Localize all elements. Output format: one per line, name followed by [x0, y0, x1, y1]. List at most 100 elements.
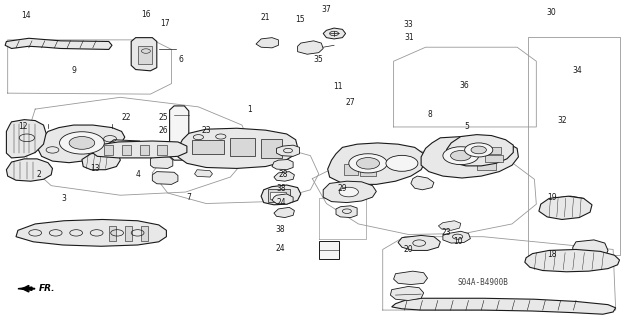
Polygon shape	[16, 219, 166, 246]
Polygon shape	[261, 185, 301, 205]
Text: 29: 29	[337, 184, 348, 193]
Polygon shape	[82, 152, 120, 170]
Polygon shape	[6, 159, 52, 181]
Text: 21: 21	[261, 13, 270, 22]
Polygon shape	[122, 145, 131, 155]
Polygon shape	[298, 41, 323, 54]
Polygon shape	[390, 286, 424, 300]
Polygon shape	[256, 38, 278, 48]
Polygon shape	[545, 196, 588, 214]
Text: 4: 4	[135, 170, 140, 179]
Text: 20: 20	[403, 245, 413, 254]
Polygon shape	[477, 157, 496, 170]
Text: 25: 25	[158, 113, 168, 122]
Text: 16: 16	[141, 10, 151, 19]
Text: 11: 11	[333, 82, 342, 91]
Circle shape	[471, 146, 486, 154]
Polygon shape	[131, 38, 157, 71]
Polygon shape	[323, 181, 376, 203]
Polygon shape	[573, 240, 608, 261]
Polygon shape	[38, 125, 125, 163]
Polygon shape	[192, 140, 224, 154]
Polygon shape	[261, 139, 282, 158]
Text: 14: 14	[20, 11, 31, 20]
Polygon shape	[394, 271, 428, 285]
Text: 13: 13	[90, 164, 100, 173]
Polygon shape	[268, 189, 290, 202]
Text: 8: 8	[428, 110, 433, 119]
Polygon shape	[323, 28, 346, 39]
Polygon shape	[360, 163, 376, 176]
Text: 5: 5	[465, 122, 470, 130]
Polygon shape	[477, 144, 495, 156]
Text: 28: 28	[278, 170, 287, 179]
Polygon shape	[6, 120, 46, 158]
Polygon shape	[91, 141, 187, 158]
Polygon shape	[485, 147, 501, 154]
Polygon shape	[319, 241, 339, 259]
Text: 32: 32	[557, 116, 567, 125]
Polygon shape	[398, 235, 440, 250]
Polygon shape	[125, 226, 132, 241]
Circle shape	[386, 155, 418, 171]
Polygon shape	[392, 298, 616, 314]
Text: 24: 24	[275, 244, 285, 253]
Text: 9: 9	[71, 66, 76, 75]
Text: 33: 33	[403, 20, 413, 29]
Text: 23: 23	[442, 228, 452, 237]
Text: 1: 1	[247, 105, 252, 114]
Text: 24: 24	[276, 198, 287, 207]
Polygon shape	[178, 128, 298, 168]
Text: 17: 17	[160, 19, 170, 28]
Polygon shape	[274, 172, 294, 181]
Polygon shape	[274, 207, 294, 218]
Polygon shape	[411, 176, 434, 190]
Circle shape	[339, 187, 358, 197]
Polygon shape	[109, 226, 116, 241]
Text: 3: 3	[61, 194, 67, 203]
Text: 38: 38	[276, 184, 287, 193]
Text: 2: 2	[36, 170, 41, 179]
Polygon shape	[438, 221, 461, 230]
Circle shape	[60, 132, 104, 154]
Polygon shape	[230, 138, 255, 156]
Polygon shape	[5, 38, 112, 49]
Polygon shape	[525, 249, 620, 272]
Polygon shape	[336, 206, 357, 218]
Polygon shape	[140, 145, 149, 155]
Circle shape	[349, 154, 387, 173]
Polygon shape	[270, 192, 286, 199]
Text: 35: 35	[314, 55, 324, 63]
Circle shape	[451, 151, 471, 161]
Text: 19: 19	[547, 193, 557, 202]
Polygon shape	[18, 287, 32, 290]
Text: 38: 38	[275, 225, 285, 234]
Text: 7: 7	[186, 193, 191, 202]
Circle shape	[465, 143, 493, 157]
Polygon shape	[109, 140, 146, 157]
Circle shape	[443, 147, 479, 165]
Text: 27: 27	[346, 98, 356, 107]
Circle shape	[356, 158, 380, 169]
Polygon shape	[539, 196, 592, 219]
Text: FR.: FR.	[38, 284, 55, 293]
Text: 12: 12	[19, 122, 28, 131]
Polygon shape	[104, 145, 113, 155]
Text: 30: 30	[547, 8, 557, 17]
Text: 26: 26	[158, 126, 168, 135]
Polygon shape	[485, 155, 503, 162]
Text: 31: 31	[404, 33, 415, 42]
Circle shape	[69, 137, 95, 149]
Polygon shape	[272, 194, 293, 204]
Polygon shape	[138, 46, 152, 64]
Polygon shape	[272, 160, 293, 170]
Polygon shape	[195, 170, 212, 177]
Polygon shape	[421, 137, 518, 178]
Text: 23: 23	[201, 126, 211, 135]
Text: 34: 34	[572, 66, 582, 75]
Polygon shape	[157, 145, 167, 155]
Polygon shape	[443, 231, 470, 243]
Text: 22: 22	[122, 113, 131, 122]
Polygon shape	[150, 156, 173, 168]
Polygon shape	[170, 106, 189, 160]
